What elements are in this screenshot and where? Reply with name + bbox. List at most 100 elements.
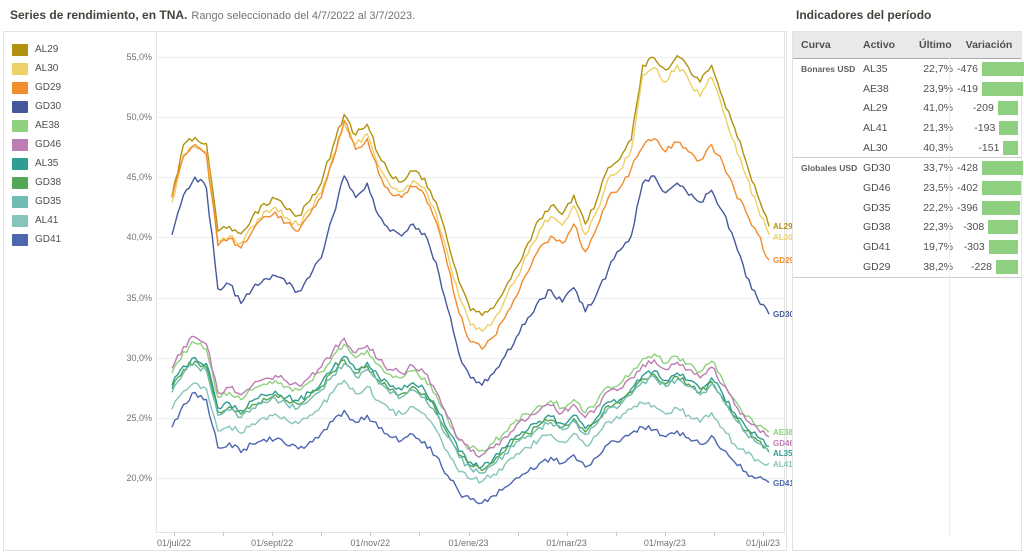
col-header-variacion: Variación xyxy=(965,39,1013,51)
legend-item-AE38[interactable]: AE38 xyxy=(12,116,130,135)
series-line-GD38[interactable] xyxy=(171,359,770,472)
legend-item-GD30[interactable]: GD30 xyxy=(12,97,130,116)
table-row-AL41[interactable]: AL41 21,3% -193 xyxy=(793,118,1021,138)
cell-variacion: -151 xyxy=(957,140,1021,155)
table-row-GD41[interactable]: GD41 19,7% -303 xyxy=(793,237,1021,257)
gridline xyxy=(157,417,784,419)
variation-bar[interactable] xyxy=(988,220,1018,235)
legend-item-AL29[interactable]: AL29 xyxy=(12,40,130,59)
end-label-AL41: AL41 xyxy=(773,459,793,469)
table-row-GD38[interactable]: GD38 22,3% -308 xyxy=(793,218,1021,238)
gridline xyxy=(157,237,784,239)
plot-area[interactable]: AL29 AL30 GD29 GD30 AE38 GD46 AL35 AL41 GD41 xyxy=(156,31,794,533)
table-row-GD46[interactable]: GD46 23,5% -402 xyxy=(793,178,1021,198)
x-tick-mark xyxy=(272,532,274,536)
table-row-AL29[interactable]: AL29 41,0% -209 xyxy=(793,98,1021,118)
variation-bar[interactable] xyxy=(982,161,1024,176)
series-line-GD46[interactable] xyxy=(171,335,770,458)
x-tick-label: 01/ene/23 xyxy=(448,538,489,548)
cell-activo: GD46 xyxy=(863,181,891,194)
cell-variacion: -428 xyxy=(957,161,1024,176)
chart-subtitle: Rango seleccionado del 4/7/2022 al 3/7/2… xyxy=(191,10,416,22)
table-row-AL30[interactable]: AL30 40,3% -151 xyxy=(793,138,1021,158)
line-chart xyxy=(171,54,770,505)
legend-label: GD38 xyxy=(35,177,62,188)
y-tick-label: 30,0% xyxy=(126,352,152,363)
y-tick-label: 50,0% xyxy=(126,112,152,123)
series-line-GD29[interactable] xyxy=(171,119,770,350)
y-tick-label: 55,0% xyxy=(126,52,152,62)
series-line-AL30[interactable] xyxy=(171,64,770,332)
legend-item-GD35[interactable]: GD35 xyxy=(12,192,130,211)
end-label-AL35: AL35 xyxy=(773,449,793,459)
variation-bar[interactable] xyxy=(982,61,1024,76)
series-line-AL35[interactable] xyxy=(171,355,770,469)
cell-curva: Bonares USD xyxy=(801,63,856,74)
end-label-AE38: AE38 xyxy=(773,428,794,438)
variation-value: -151 xyxy=(978,141,1000,154)
table-row-AE38[interactable]: AE38 23,9% -419 xyxy=(793,79,1023,99)
x-tick-mark xyxy=(174,532,175,536)
y-tick-label: 25,0% xyxy=(126,412,152,423)
legend-swatch-icon xyxy=(12,81,28,94)
legend-swatch-icon xyxy=(12,62,28,75)
cell-ultimo: 22,2% xyxy=(923,201,953,214)
legend-item-AL30[interactable]: AL30 xyxy=(12,59,130,78)
legend-swatch-icon xyxy=(12,43,28,56)
series-line-GD35[interactable] xyxy=(171,362,770,474)
x-tick-mark xyxy=(370,532,372,536)
cell-variacion: -228 xyxy=(957,259,1021,274)
legend-item-GD41[interactable]: GD41 xyxy=(12,230,130,249)
gridline xyxy=(157,57,784,58)
chart-title: Series de rendimiento, en TNA. xyxy=(10,8,188,22)
variation-bar[interactable] xyxy=(982,81,1023,96)
series-line-GD30[interactable] xyxy=(171,175,770,386)
end-label-GD41: GD41 xyxy=(773,478,794,488)
cell-variacion: -402 xyxy=(957,180,1024,195)
series-line-AL29[interactable] xyxy=(171,54,770,317)
indicator-table-card: Curva Activo Último Variación Bonares US… xyxy=(792,31,1024,551)
legend-swatch-icon xyxy=(12,138,28,151)
cell-activo: AL29 xyxy=(863,102,888,115)
x-tick-mark xyxy=(763,532,765,536)
legend-label: AL29 xyxy=(35,44,59,55)
legend-label: AL35 xyxy=(35,158,59,169)
series-line-GD41[interactable] xyxy=(171,391,770,505)
variation-bar[interactable] xyxy=(999,120,1018,135)
cell-ultimo: 23,9% xyxy=(923,82,953,95)
cell-activo: AL35 xyxy=(863,62,888,75)
series-legend: AL29 AL30 GD29 GD30 AE38 GD46 AL35 GD38 GD35 AL41… xyxy=(12,40,130,249)
cell-variacion: -303 xyxy=(957,240,1021,255)
variation-bar[interactable] xyxy=(988,240,1018,255)
variation-value: -396 xyxy=(957,201,979,214)
legend-item-AL41[interactable]: AL41 xyxy=(12,211,130,230)
x-tick-mark xyxy=(419,532,421,536)
variation-bar[interactable] xyxy=(997,101,1018,116)
legend-item-GD29[interactable]: GD29 xyxy=(12,78,130,97)
variation-bar[interactable] xyxy=(982,180,1021,195)
series-line-AL41[interactable] xyxy=(171,379,770,484)
x-tick-mark xyxy=(615,532,617,536)
cell-variacion: -476 xyxy=(957,61,1024,76)
table-row-GD30[interactable]: Globales USD GD30 33,7% -428 xyxy=(793,157,1024,178)
table-row-GD29[interactable]: GD29 38,2% -228 xyxy=(793,257,1021,277)
variation-bar[interactable] xyxy=(1003,140,1018,155)
legend-item-GD38[interactable]: GD38 xyxy=(12,173,130,192)
legend-label: AL41 xyxy=(35,215,59,226)
variation-bar[interactable] xyxy=(982,200,1021,215)
legend-item-GD46[interactable]: GD46 xyxy=(12,135,130,154)
cell-activo: GD29 xyxy=(863,260,891,273)
page-title: Series de rendimiento, en TNA. Rango sele… xyxy=(10,8,415,22)
series-line-AE38[interactable] xyxy=(171,341,770,452)
legend-label: GD35 xyxy=(35,196,62,207)
x-tick-label: 01/jul/23 xyxy=(746,538,781,548)
table-row-GD35[interactable]: GD35 22,2% -396 xyxy=(793,198,1021,218)
legend-item-AL35[interactable]: AL35 xyxy=(12,154,130,173)
y-tick-label: 35,0% xyxy=(126,292,152,303)
y-tick-label: 40,0% xyxy=(126,232,152,243)
table-bottom-border xyxy=(793,276,1021,278)
cell-activo: GD38 xyxy=(863,221,891,234)
table-row-AL35[interactable]: Bonares USD AL35 22,7% -476 xyxy=(793,59,1024,79)
legend-label: GD46 xyxy=(35,139,62,150)
variation-bar[interactable] xyxy=(996,259,1018,274)
